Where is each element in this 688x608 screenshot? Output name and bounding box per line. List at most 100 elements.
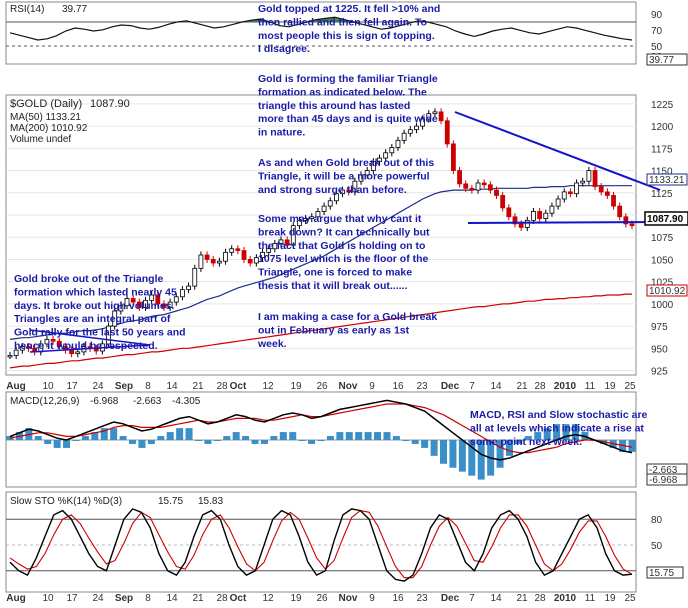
annotation-triangle-line: triangle this around has lasted xyxy=(258,100,410,112)
price-candle xyxy=(389,143,395,157)
macd-value-2: -2.663 xyxy=(133,396,162,407)
annotation-breakout-line: As and when Gold break out of this xyxy=(258,157,434,169)
price-candle xyxy=(272,239,278,253)
price-y-tick: 1050 xyxy=(651,255,674,266)
ma200-last-label: 1010.92 xyxy=(649,286,686,297)
price-candle xyxy=(617,202,623,221)
stochastic-last-label: 15.75 xyxy=(649,568,674,579)
annotation-indicators-line: all at levels which indicate a rise at xyxy=(470,422,644,434)
price-candle xyxy=(192,264,198,290)
rsi-title: RSI(14) xyxy=(10,4,44,15)
volume-legend: Volume undef xyxy=(10,134,71,145)
price-x-tick: 24 xyxy=(92,381,104,392)
macd-histogram-bar xyxy=(440,440,448,464)
price-candle xyxy=(383,149,389,162)
footer-x-tick: 23 xyxy=(416,593,428,603)
price-x-tick: 21 xyxy=(516,381,528,392)
price-candle xyxy=(475,179,481,194)
price-candle xyxy=(247,255,253,267)
macd-histogram-bar xyxy=(392,436,400,440)
price-x-tick: 28 xyxy=(216,381,228,392)
price-candle xyxy=(210,255,216,267)
price-candle xyxy=(364,167,370,179)
stochastic-y-tick: 80 xyxy=(651,515,663,526)
annotation-top-line: I disagree. xyxy=(258,43,310,55)
price-x-tick: Sep xyxy=(115,381,133,392)
annotation-argue-line: thesis that it will break out...... xyxy=(258,280,407,292)
rsi-line xyxy=(9,16,633,41)
stochastic-d-value: 15.83 xyxy=(198,496,223,507)
annotation-left-line: Gold rally for the last 50 years and xyxy=(14,327,186,339)
triangle-upper-line xyxy=(454,111,661,191)
macd-histogram-bar xyxy=(458,440,466,472)
price-x-tick: 17 xyxy=(66,381,78,392)
price-x-tick: 23 xyxy=(416,381,428,392)
stochastic-d-line xyxy=(9,510,633,579)
macd-histogram-bar xyxy=(326,436,334,440)
footer-x-tick: 16 xyxy=(392,593,404,603)
macd-histogram-bar xyxy=(185,428,193,440)
price-candle xyxy=(136,298,142,311)
macd-last-label-2: -6.968 xyxy=(649,475,678,486)
stochastic-k-line xyxy=(9,508,633,582)
footer-x-tick: Aug xyxy=(6,593,25,603)
macd-histogram-bar xyxy=(308,440,316,444)
footer-x-tick: Sep xyxy=(115,593,133,603)
macd-histogram-bar xyxy=(515,440,523,444)
price-candle xyxy=(469,184,475,194)
macd-histogram-bar xyxy=(468,440,476,476)
macd-histogram-bar xyxy=(383,432,391,440)
price-candle xyxy=(26,343,31,352)
price-candle xyxy=(204,251,210,263)
price-x-tick: 14 xyxy=(490,381,502,392)
macd-histogram-bar xyxy=(176,428,184,440)
price-candle xyxy=(401,129,407,144)
macd-histogram-bar xyxy=(232,432,240,440)
footer-x-tick: 9 xyxy=(369,593,375,603)
rsi-last-box: 39.77 xyxy=(646,53,688,66)
price-candle xyxy=(44,335,50,348)
annotation-breakout-line: and strong surge than before. xyxy=(258,184,407,196)
price-x-tick: 10 xyxy=(42,381,54,392)
macd-histogram-bar xyxy=(204,440,212,444)
rsi-y-tick: 50 xyxy=(651,42,663,53)
footer-x-tick: 17 xyxy=(66,593,78,603)
price-candle xyxy=(549,202,555,217)
price-candle xyxy=(561,188,567,203)
footer-x-tick: 19 xyxy=(290,593,302,603)
price-candle xyxy=(340,186,345,198)
ma200-line xyxy=(9,293,632,369)
price-y-tick: 950 xyxy=(651,344,668,355)
price-x-tick: 26 xyxy=(316,381,328,392)
price-candle xyxy=(333,190,339,205)
annotation-case-line: I am making a case for a Gold break xyxy=(258,311,437,323)
macd-histogram-bar xyxy=(110,428,118,440)
macd-histogram-bar xyxy=(336,432,344,440)
price-x-tick: 16 xyxy=(392,381,404,392)
price-candle xyxy=(327,197,333,210)
price-candle xyxy=(574,179,579,198)
price-candle xyxy=(19,343,25,354)
stochastic-panel xyxy=(5,491,637,593)
price-candle xyxy=(167,298,173,311)
macd-histogram-bar xyxy=(129,440,137,444)
x-tick-labels: Aug 10 17 24 Sep 8 14 21 28 Oct 12 19 26 Nov 9 16 23 Dec 7… xyxy=(6,381,636,604)
ma200-last-box: 1010.92 xyxy=(646,284,688,297)
footer-x-tick: 12 xyxy=(262,593,274,603)
price-last-box: 1087.90 xyxy=(644,211,688,226)
annotation-texts: Gold topped at 1225. It fell >10% andthe… xyxy=(14,3,648,448)
annotation-indicators-line: MACD, RSI and Slow stochastic are xyxy=(470,409,648,421)
macd-histogram-bar xyxy=(63,440,71,448)
price-candle xyxy=(241,247,247,263)
price-candle xyxy=(278,236,284,247)
price-x-tick: 9 xyxy=(369,381,375,392)
price-x-tick: Aug xyxy=(6,381,25,392)
macd-histogram-bar xyxy=(355,432,363,440)
macd-histogram-bar xyxy=(194,440,202,441)
annotation-indicators-line: some point next week. xyxy=(470,436,582,448)
macd-last-label-1: -2.663 xyxy=(649,465,678,476)
price-candle xyxy=(524,216,530,231)
macd-histogram-bar xyxy=(242,436,250,440)
stochastic-last-box: 15.75 xyxy=(646,566,684,579)
